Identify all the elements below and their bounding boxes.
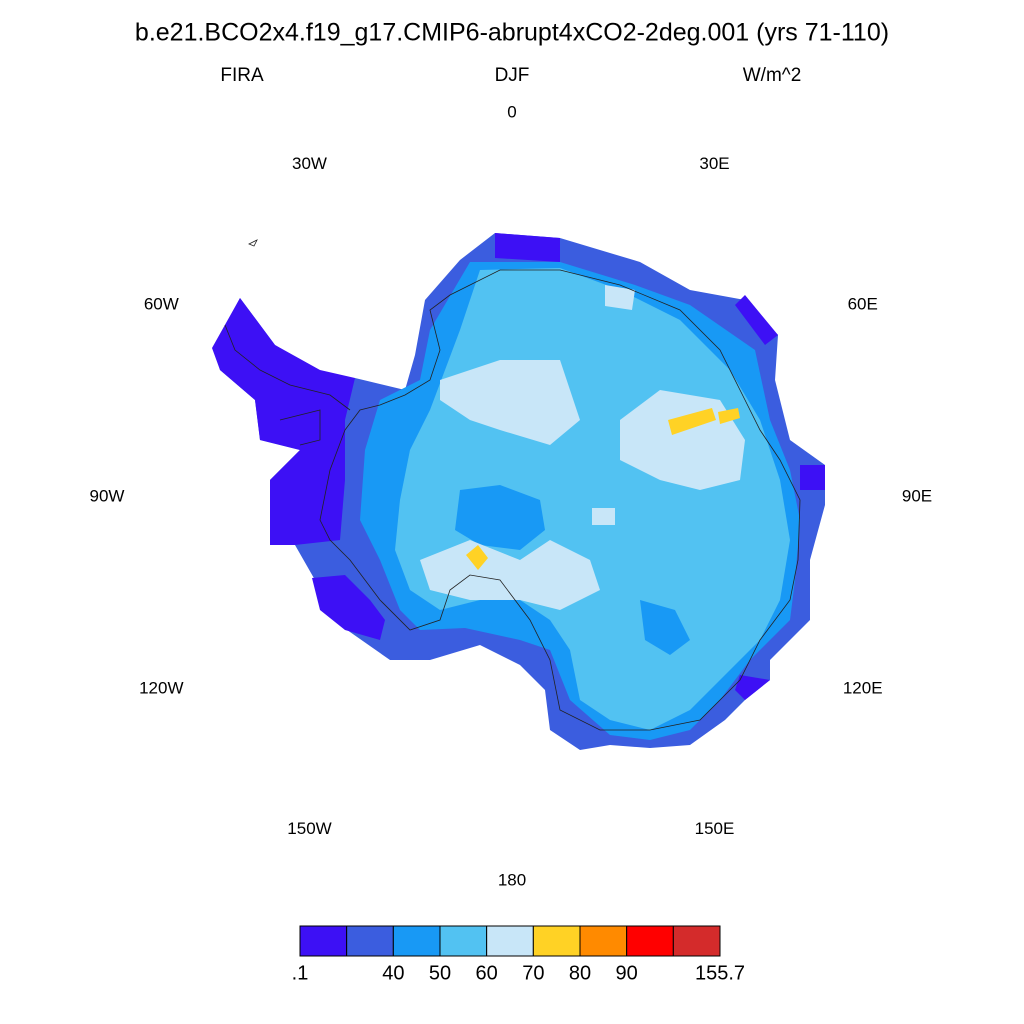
longitude-label: 120E <box>843 678 883 697</box>
colorbar-label: .1 <box>292 962 309 984</box>
colorbar: .1 40 50 60 70 80 90 155.7 <box>292 925 745 984</box>
field-pale-mid <box>592 508 615 525</box>
longitude-labels: 0 30E 60E 90E 120E 150E 180 150W 120W 90W 60W 30W <box>90 102 933 889</box>
longitude-label: 90E <box>902 486 932 505</box>
subtitle-right: W/m^2 <box>743 65 802 86</box>
field-yellow-west <box>466 545 488 570</box>
colorbar-label: 60 <box>476 962 498 984</box>
field-pale-top <box>605 285 635 310</box>
longitude-label: 60E <box>848 294 878 313</box>
longitude-label: 120W <box>139 678 183 697</box>
field-pale-south <box>420 540 600 610</box>
colorbar-box <box>346 925 394 957</box>
title: b.e21.BCO2x4.f19_g17.CMIP6-abrupt4xCO2-2… <box>135 19 889 47</box>
longitude-label: 30W <box>292 154 327 173</box>
field-blue-patch <box>640 600 690 655</box>
colorbar-box <box>392 925 441 957</box>
colorbar-box <box>626 925 674 957</box>
field-purple-ne <box>735 295 778 345</box>
field-purple-e <box>800 465 825 490</box>
field-purple-se <box>735 675 770 700</box>
longitude-label: 0 <box>507 102 516 121</box>
field-yellow-east <box>668 408 740 435</box>
longitude-label: 150W <box>287 819 331 838</box>
field-pale-west <box>440 360 580 445</box>
coastline <box>319 269 801 731</box>
longitude-label: 150E <box>695 819 735 838</box>
colorbar-label: 40 <box>382 962 404 984</box>
colorbar-box <box>486 925 534 957</box>
colorbar-box <box>299 925 348 957</box>
colorbar-box <box>579 925 628 957</box>
colorbar-box <box>672 925 721 957</box>
colorbar-label: 50 <box>429 962 451 984</box>
island <box>248 239 258 247</box>
field-blue-center <box>455 485 545 550</box>
subtitle-left: FIRA <box>220 65 264 86</box>
subtitle-center: DJF <box>495 65 530 86</box>
field-purple-peninsula <box>212 298 355 545</box>
colorbar-label: 155.7 <box>695 962 745 984</box>
longitude-label: 60W <box>144 294 179 313</box>
colorbar-label: 90 <box>616 962 638 984</box>
longitude-label: 30E <box>699 154 729 173</box>
peninsula-coast <box>224 324 351 446</box>
field-purple-bottom <box>312 575 385 640</box>
colorbar-box <box>532 925 581 957</box>
field-purple-top <box>495 233 560 262</box>
colorbar-box <box>439 925 488 957</box>
colorbar-label: 70 <box>522 962 544 984</box>
longitude-label: 90W <box>90 486 125 505</box>
colorbar-label: 80 <box>569 962 591 984</box>
polar-map <box>212 233 825 750</box>
longitude-label: 180 <box>498 870 526 889</box>
